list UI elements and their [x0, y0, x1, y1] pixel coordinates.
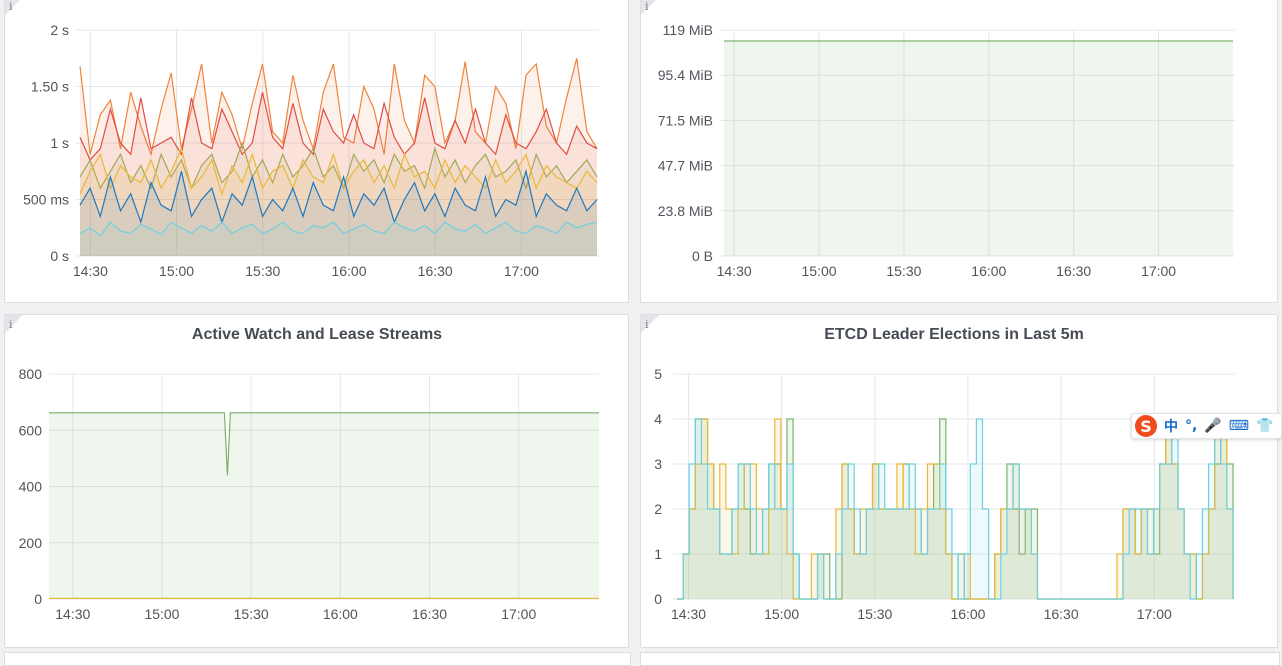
- y-tick-label: 200: [19, 535, 43, 551]
- y-tick-label: 400: [19, 479, 43, 495]
- y-tick-label: 4: [654, 411, 662, 427]
- x-tick-label: 15:30: [234, 606, 269, 622]
- x-tick-label: 16:30: [1044, 606, 1079, 622]
- y-tick-label: 2: [654, 501, 662, 517]
- x-tick-label: 17:00: [1141, 263, 1176, 279]
- series-area-red: [80, 92, 597, 256]
- leader-elections-chart: i ETCD Leader Elections in Last 5m 0 1 2 3 4 5 1…: [641, 315, 1235, 622]
- x-tick-label: 14:30: [671, 606, 706, 622]
- chart-title: Active Watch and Lease Streams: [192, 326, 442, 343]
- x-tick-label: 15:30: [857, 606, 892, 622]
- x-tick-label: 16:30: [418, 263, 453, 279]
- x-tick-label: 15:00: [802, 263, 837, 279]
- microphone-icon[interactable]: 🎤: [1204, 418, 1222, 434]
- series-line-orange: [79, 58, 598, 157]
- series-line-cyan: [79, 221, 598, 237]
- series-line-yellow: [79, 146, 598, 196]
- x-tick-label: 14:30: [717, 263, 752, 279]
- watch-lease-streams-chart: i Active Watch and Lease Streams 0 200 400 60…: [5, 315, 599, 622]
- series-area-olive: [80, 143, 597, 256]
- x-tick-label: 16:00: [331, 263, 366, 279]
- series-line-blue: [79, 168, 598, 225]
- x-tick-label: 16:00: [323, 606, 358, 622]
- series-area-green: [49, 412, 599, 599]
- x-tick-label: 15:30: [245, 263, 280, 279]
- x-tick-label: 14:30: [55, 606, 90, 622]
- x-tick-label: 15:30: [886, 263, 921, 279]
- y-tick-label: 3: [654, 456, 662, 472]
- latency-chart: i 0 s 500 ms 1 s 1.50 s 2 s 14:30 15:00 15:30 16:…: [5, 0, 599, 279]
- y-tick-label: 500 ms: [23, 192, 69, 208]
- x-tick-label: 15:00: [159, 263, 194, 279]
- series-line-red: [79, 92, 598, 161]
- y-tick-label: 1.50 s: [31, 79, 69, 95]
- info-corner: [641, 0, 656, 15]
- x-tick-label: 14:30: [73, 263, 108, 279]
- skin-icon[interactable]: 👕: [1255, 418, 1274, 434]
- y-tick-label: 1: [654, 546, 662, 562]
- x-tick-label: 17:00: [1137, 606, 1172, 622]
- y-tick-label: 600: [19, 422, 43, 438]
- series-area-green: [724, 41, 1233, 256]
- next-panel-left-edge: [4, 652, 631, 666]
- info-icon: i: [9, 318, 13, 331]
- memory-chart: i 0 B 23.8 MiB 47.7 MiB 71.5 MiB 95.4 MiB 119 …: [641, 0, 1235, 279]
- info-corner: [5, 315, 23, 333]
- x-tick-label: 15:00: [764, 606, 799, 622]
- sogou-logo-icon[interactable]: S: [1135, 415, 1157, 437]
- info-corner: [641, 315, 659, 333]
- y-tick-label: 0: [654, 591, 662, 607]
- x-tick-label: 15:00: [144, 606, 179, 622]
- x-tick-label: 17:00: [504, 263, 539, 279]
- y-tick-label: 23.8 MiB: [658, 203, 713, 219]
- info-icon: i: [645, 0, 649, 13]
- watch-lease-streams-panel[interactable]: i Active Watch and Lease Streams 0 200 400 60…: [4, 314, 629, 648]
- series-area-cyan: [80, 222, 597, 256]
- latency-panel[interactable]: i 0 s 500 ms 1 s 1.50 s 2 s 14:30 15:00 15:30 16:…: [4, 0, 629, 303]
- y-tick-label: 0 B: [692, 248, 713, 264]
- y-tick-label: 95.4 MiB: [658, 67, 713, 83]
- series-line-cyan: [677, 418, 1234, 600]
- series-line-green: [49, 412, 599, 476]
- y-tick-label: 5: [654, 366, 662, 382]
- x-tick-label: 16:00: [971, 263, 1006, 279]
- x-tick-label: 17:00: [501, 606, 536, 622]
- y-tick-label: 71.5 MiB: [658, 112, 713, 128]
- x-tick-label: 16:00: [950, 606, 985, 622]
- ime-toolbar[interactable]: S 中 °, 🎤 ⌨ 👕: [1131, 413, 1282, 439]
- leader-elections-panel[interactable]: i ETCD Leader Elections in Last 5m 0 1 2 3 4 5 1…: [640, 314, 1278, 648]
- chinese-mode-icon[interactable]: 中: [1164, 419, 1178, 435]
- punctuation-icon[interactable]: °,: [1185, 418, 1198, 434]
- info-icon: i: [9, 0, 13, 13]
- chart-title: ETCD Leader Elections in Last 5m: [824, 326, 1084, 343]
- series-area-blue: [80, 171, 597, 256]
- info-icon: i: [645, 318, 649, 331]
- memory-panel[interactable]: i 0 B 23.8 MiB 47.7 MiB 71.5 MiB 95.4 MiB 119 …: [640, 0, 1278, 303]
- y-tick-label: 0 s: [50, 248, 69, 264]
- series-line-olive: [79, 141, 598, 191]
- y-tick-label: 1 s: [50, 135, 69, 151]
- x-tick-label: 16:30: [1056, 263, 1091, 279]
- x-tick-label: 16:30: [412, 606, 447, 622]
- series-area-green: [677, 419, 1233, 599]
- y-tick-label: 2 s: [50, 22, 69, 38]
- next-panel-right-edge: [640, 652, 1280, 666]
- y-tick-label: 0: [34, 591, 42, 607]
- y-tick-label: 800: [19, 366, 43, 382]
- keyboard-icon[interactable]: ⌨: [1228, 418, 1249, 434]
- info-corner: [5, 0, 20, 15]
- y-tick-label: 119 MiB: [663, 22, 713, 38]
- y-tick-label: 47.7 MiB: [658, 158, 713, 174]
